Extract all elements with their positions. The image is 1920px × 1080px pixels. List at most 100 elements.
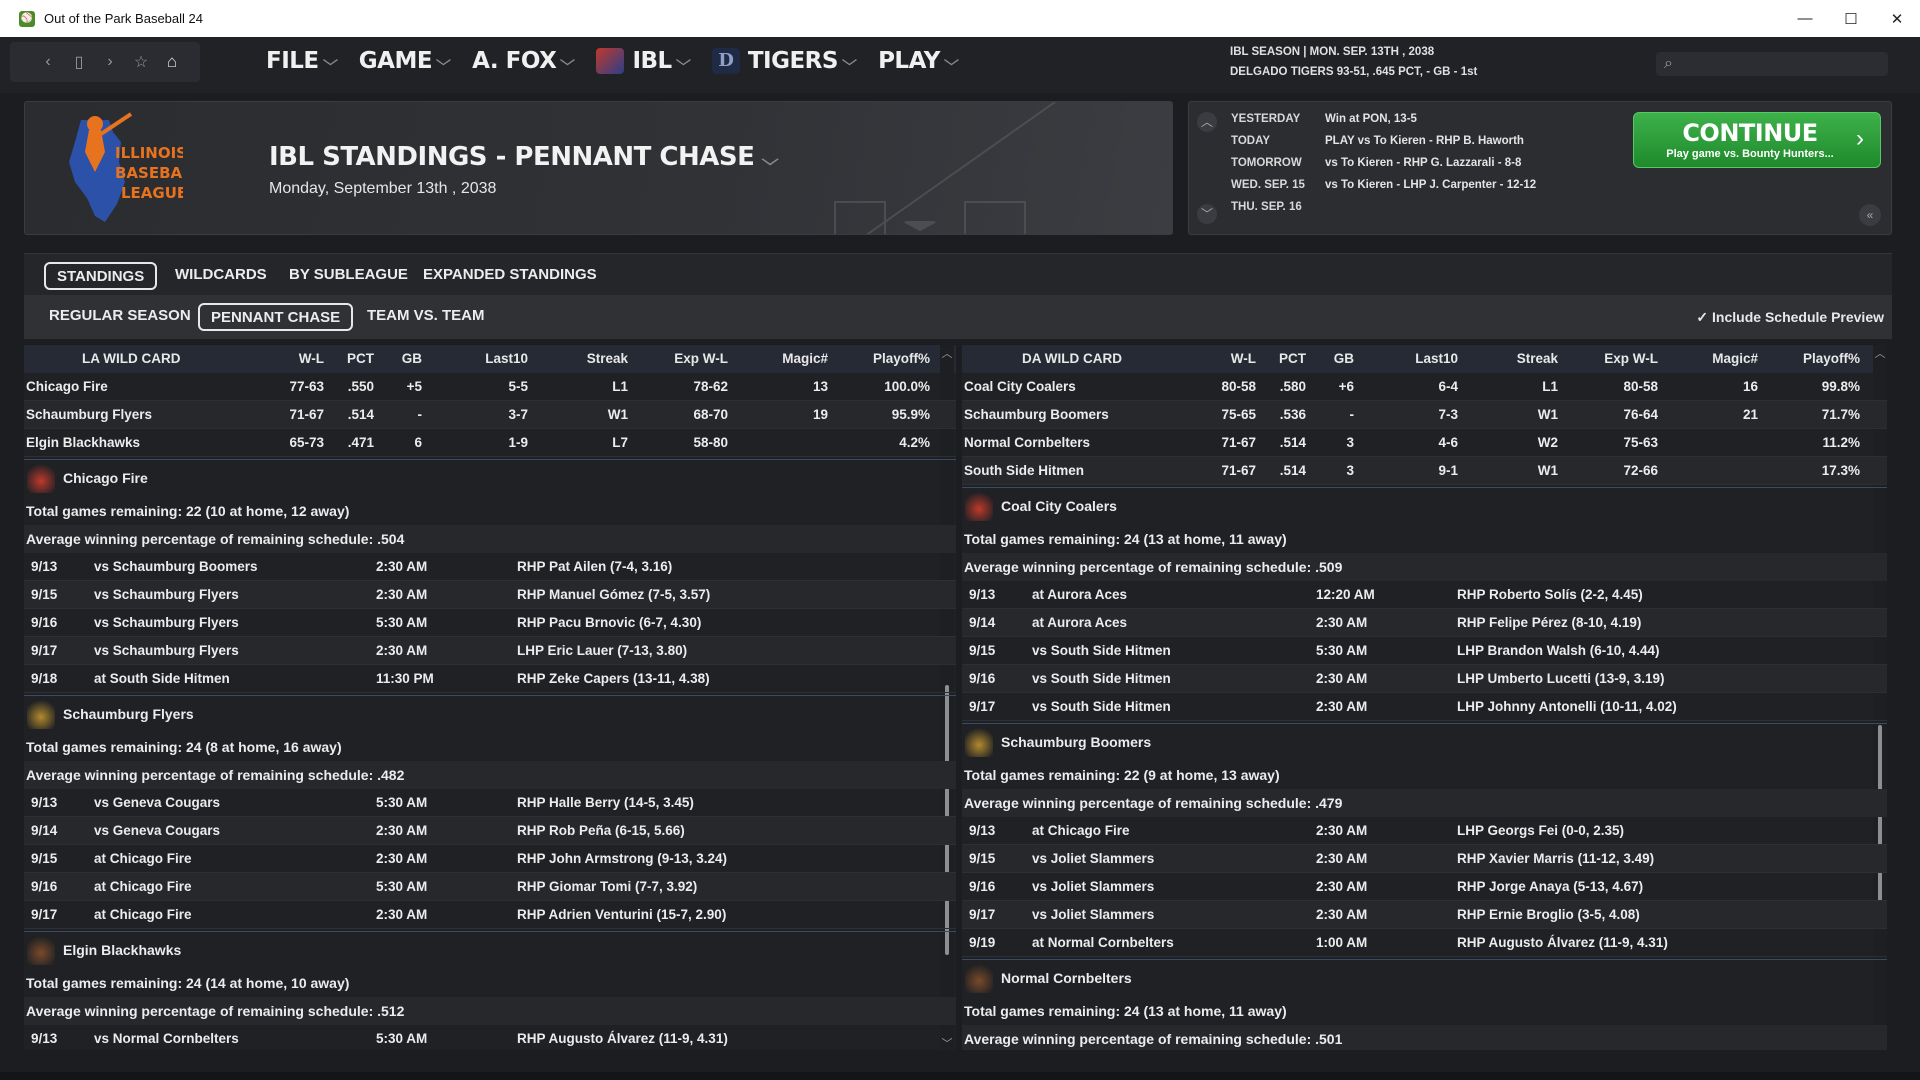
schedule-game-row[interactable]: 9/17 vs South Side Hitmen 2:30 AM LHP Johnn… [962, 693, 1887, 721]
column-header[interactable]: Last10 [485, 351, 528, 366]
column-header[interactable]: Exp W-L [1604, 351, 1658, 366]
scrollbar-thumb[interactable] [1878, 725, 1882, 925]
tab-by-subleague[interactable]: BY SUBLEAGUE [289, 266, 408, 283]
standings-row[interactable]: Coal City Coalers 80-58 .580 +6 6-4 L1 80-58 16… [962, 373, 1887, 401]
column-header[interactable]: Streak [1516, 351, 1558, 366]
schedule-game-row[interactable]: 9/15 vs South Side Hitmen 5:30 AM LHP Brand… [962, 637, 1887, 665]
menu-game[interactable]: GAME ⌵ [358, 48, 451, 74]
schedule-game-row[interactable]: 9/16 vs Schaumburg Flyers 5:30 AM RHP Pacu … [24, 609, 956, 637]
include-schedule-preview-checkbox[interactable]: ✓ Include Schedule Preview [1696, 309, 1884, 325]
column-header[interactable]: GB [1333, 351, 1354, 366]
column-header[interactable]: W-L [298, 351, 324, 366]
continue-button[interactable]: CONTINUE Play game vs. Bounty Hunters...… [1633, 112, 1881, 168]
schedule-game-row[interactable]: 9/19 at Normal Cornbelters 1:00 AM RHP Augu… [962, 929, 1887, 957]
column-header[interactable]: Magic# [782, 351, 828, 366]
chevron-up-icon[interactable]: ︿ [941, 348, 953, 360]
tab-pennant-chase[interactable]: PENNANT CHASE [198, 303, 354, 331]
menu-team[interactable]: D TIGERS ⌵ [711, 48, 857, 74]
menu-file[interactable]: FILE ⌵ [266, 48, 337, 74]
column-header[interactable]: Playoff% [872, 351, 930, 366]
game-opponent: vs Schaumburg Flyers [94, 615, 239, 630]
schedule-game-row[interactable]: 9/16 vs Joliet Slammers 2:30 AM RHP Jorge A… [962, 873, 1887, 901]
schedule-game-row[interactable]: 9/16 at Chicago Fire 5:30 AM RHP Giomar Tom… [24, 873, 956, 901]
schedule-game-row[interactable]: 9/15 vs Joliet Slammers 2:30 AM RHP Xavier … [962, 845, 1887, 873]
logo-line-2: BASEBALL [115, 164, 183, 182]
standings-row[interactable]: Elgin Blackhawks 65-73 .471 6 1-9 L7 58-80 4.2% [24, 429, 956, 457]
home-icon[interactable]: ⌂ [166, 52, 178, 71]
avg-win-pct: Average winning percentage of remaining … [962, 553, 1887, 581]
search-input[interactable]: ⌕ [1656, 52, 1888, 76]
tab-standings[interactable]: STANDINGS [44, 262, 158, 290]
last10-cell: 5-5 [508, 379, 528, 394]
schedule-game-row[interactable]: 9/14 at Aurora Aces 2:30 AM RHP Felipe Pére… [962, 609, 1887, 637]
collapse-icon[interactable]: « [1859, 204, 1881, 226]
column-header[interactable]: Playoff% [1802, 351, 1860, 366]
probable-pitcher: RHP Rob Peña (6-15, 5.66) [517, 823, 685, 838]
exp-wl-cell: 80-58 [1623, 379, 1658, 394]
team-name: Elgin Blackhawks [26, 435, 141, 450]
schedule-game-row[interactable]: 9/17 vs Schaumburg Flyers 2:30 AM LHP Eric … [24, 637, 956, 665]
page-icon[interactable]: ▯ [74, 54, 84, 71]
status-strip [0, 1072, 1920, 1080]
menu-label: GAME [358, 48, 433, 74]
schedule-game-row[interactable]: 9/17 at Chicago Fire 2:30 AM RHP Adrien Ven… [24, 901, 956, 929]
team-name: Schaumburg Flyers [63, 705, 194, 722]
minimize-button[interactable]: — [1797, 10, 1813, 27]
schedule-game-row[interactable]: 9/15 at Chicago Fire 2:30 AM RHP John Armst… [24, 845, 956, 873]
forward-icon[interactable]: › [107, 53, 113, 70]
team-name: Normal Cornbelters [964, 435, 1091, 450]
standings-row[interactable]: Chicago Fire 77-63 .550 +5 5-5 L1 78-62 13 100.0… [24, 373, 956, 401]
menu-manager[interactable]: A. FOX ⌵ [472, 48, 575, 74]
column-header[interactable]: Last10 [1415, 351, 1458, 366]
league-logo-icon [596, 48, 625, 74]
page-date: Monday, September 13th , 2038 [269, 180, 497, 197]
last10-cell: 1-9 [508, 435, 528, 450]
column-header[interactable]: Magic# [1712, 351, 1758, 366]
star-icon[interactable]: ☆ [133, 54, 149, 71]
schedule-game-row[interactable]: 9/16 vs South Side Hitmen 2:30 AM LHP Umber… [962, 665, 1887, 693]
game-time: 2:30 AM [1316, 671, 1368, 686]
game-opponent: at Chicago Fire [94, 851, 192, 866]
game-time: 5:30 AM [376, 1031, 428, 1046]
column-header[interactable]: PCT [1279, 351, 1306, 366]
menu-league[interactable]: IBL ⌵ [596, 48, 691, 74]
schedule-game-row[interactable]: 9/13 vs Geneva Cougars 5:30 AM RHP Halle Be… [24, 789, 956, 817]
menu-label: IBL [632, 48, 672, 74]
standings-row[interactable]: Schaumburg Flyers 71-67 .514 - 3-7 W1 68-70 19 9… [24, 401, 956, 429]
schedule-game-row[interactable]: 9/13 at Chicago Fire 2:30 AM LHP Georgs Fei… [962, 817, 1887, 845]
schedule-game-row[interactable]: 9/15 vs Schaumburg Flyers 2:30 AM RHP Manue… [24, 581, 956, 609]
column-header[interactable]: PCT [347, 351, 374, 366]
schedule-game-row[interactable]: 9/13 vs Schaumburg Boomers 2:30 AM RHP Pat … [24, 553, 956, 581]
pct-cell: .550 [347, 379, 374, 394]
tab-team-vs-team[interactable]: TEAM VS. TEAM [367, 307, 485, 324]
schedule-game-row[interactable]: 9/13 at Aurora Aces 12:20 AM RHP Roberto So… [962, 581, 1887, 609]
column-header[interactable]: Exp W-L [674, 351, 728, 366]
column-header[interactable]: W-L [1230, 351, 1256, 366]
last10-cell: 9-1 [1438, 463, 1458, 478]
tab-regular-season[interactable]: REGULAR SEASON [49, 307, 191, 324]
tab-expanded-standings[interactable]: EXPANDED STANDINGS [423, 266, 597, 283]
standings-row[interactable]: Normal Cornbelters 71-67 .514 3 4-6 W2 75-63 11… [962, 429, 1887, 457]
gb-cell: 3 [1346, 435, 1354, 450]
standings-row[interactable]: Schaumburg Boomers 75-65 .536 - 7-3 W1 76-64 21… [962, 401, 1887, 429]
chevron-up-icon[interactable]: ︿ [1874, 348, 1886, 360]
standings-row[interactable]: South Side Hitmen 71-67 .514 3 9-1 W1 72-66 17.… [962, 457, 1887, 485]
last10-cell: 4-6 [1438, 435, 1458, 450]
schedule-game-row[interactable]: 9/17 vs Joliet Slammers 2:30 AM RHP Ernie B… [962, 901, 1887, 929]
chevron-up-icon[interactable]: ︿ [1197, 112, 1217, 132]
column-header[interactable]: GB [401, 351, 422, 366]
game-time: 5:30 AM [376, 879, 428, 894]
chevron-down-icon[interactable]: ﹀ [1197, 204, 1217, 224]
close-button[interactable]: ✕ [1890, 10, 1904, 28]
chevron-down-icon[interactable]: ﹀ [941, 1038, 953, 1050]
page-title[interactable]: IBL STANDINGS - PENNANT CHASE ⌵ [269, 142, 779, 172]
schedule-game-row[interactable]: 9/18 at South Side Hitmen 11:30 PM RHP Zeke… [24, 665, 956, 693]
column-header[interactable]: Streak [586, 351, 628, 366]
maximize-button[interactable]: ☐ [1844, 10, 1858, 28]
menu-play[interactable]: PLAY ⌵ [878, 48, 959, 74]
tab-wildcards[interactable]: WILDCARDS [175, 266, 267, 283]
games-remaining: Total games remaining: 22 (9 at home, 13… [964, 767, 1280, 783]
back-icon[interactable]: ‹ [45, 53, 51, 70]
schedule-game-row[interactable]: 9/14 vs Geneva Cougars 2:30 AM RHP Rob Peña… [24, 817, 956, 845]
schedule-game-row[interactable]: 9/13 vs Normal Cornbelters 5:30 AM RHP Augu… [24, 1025, 956, 1050]
